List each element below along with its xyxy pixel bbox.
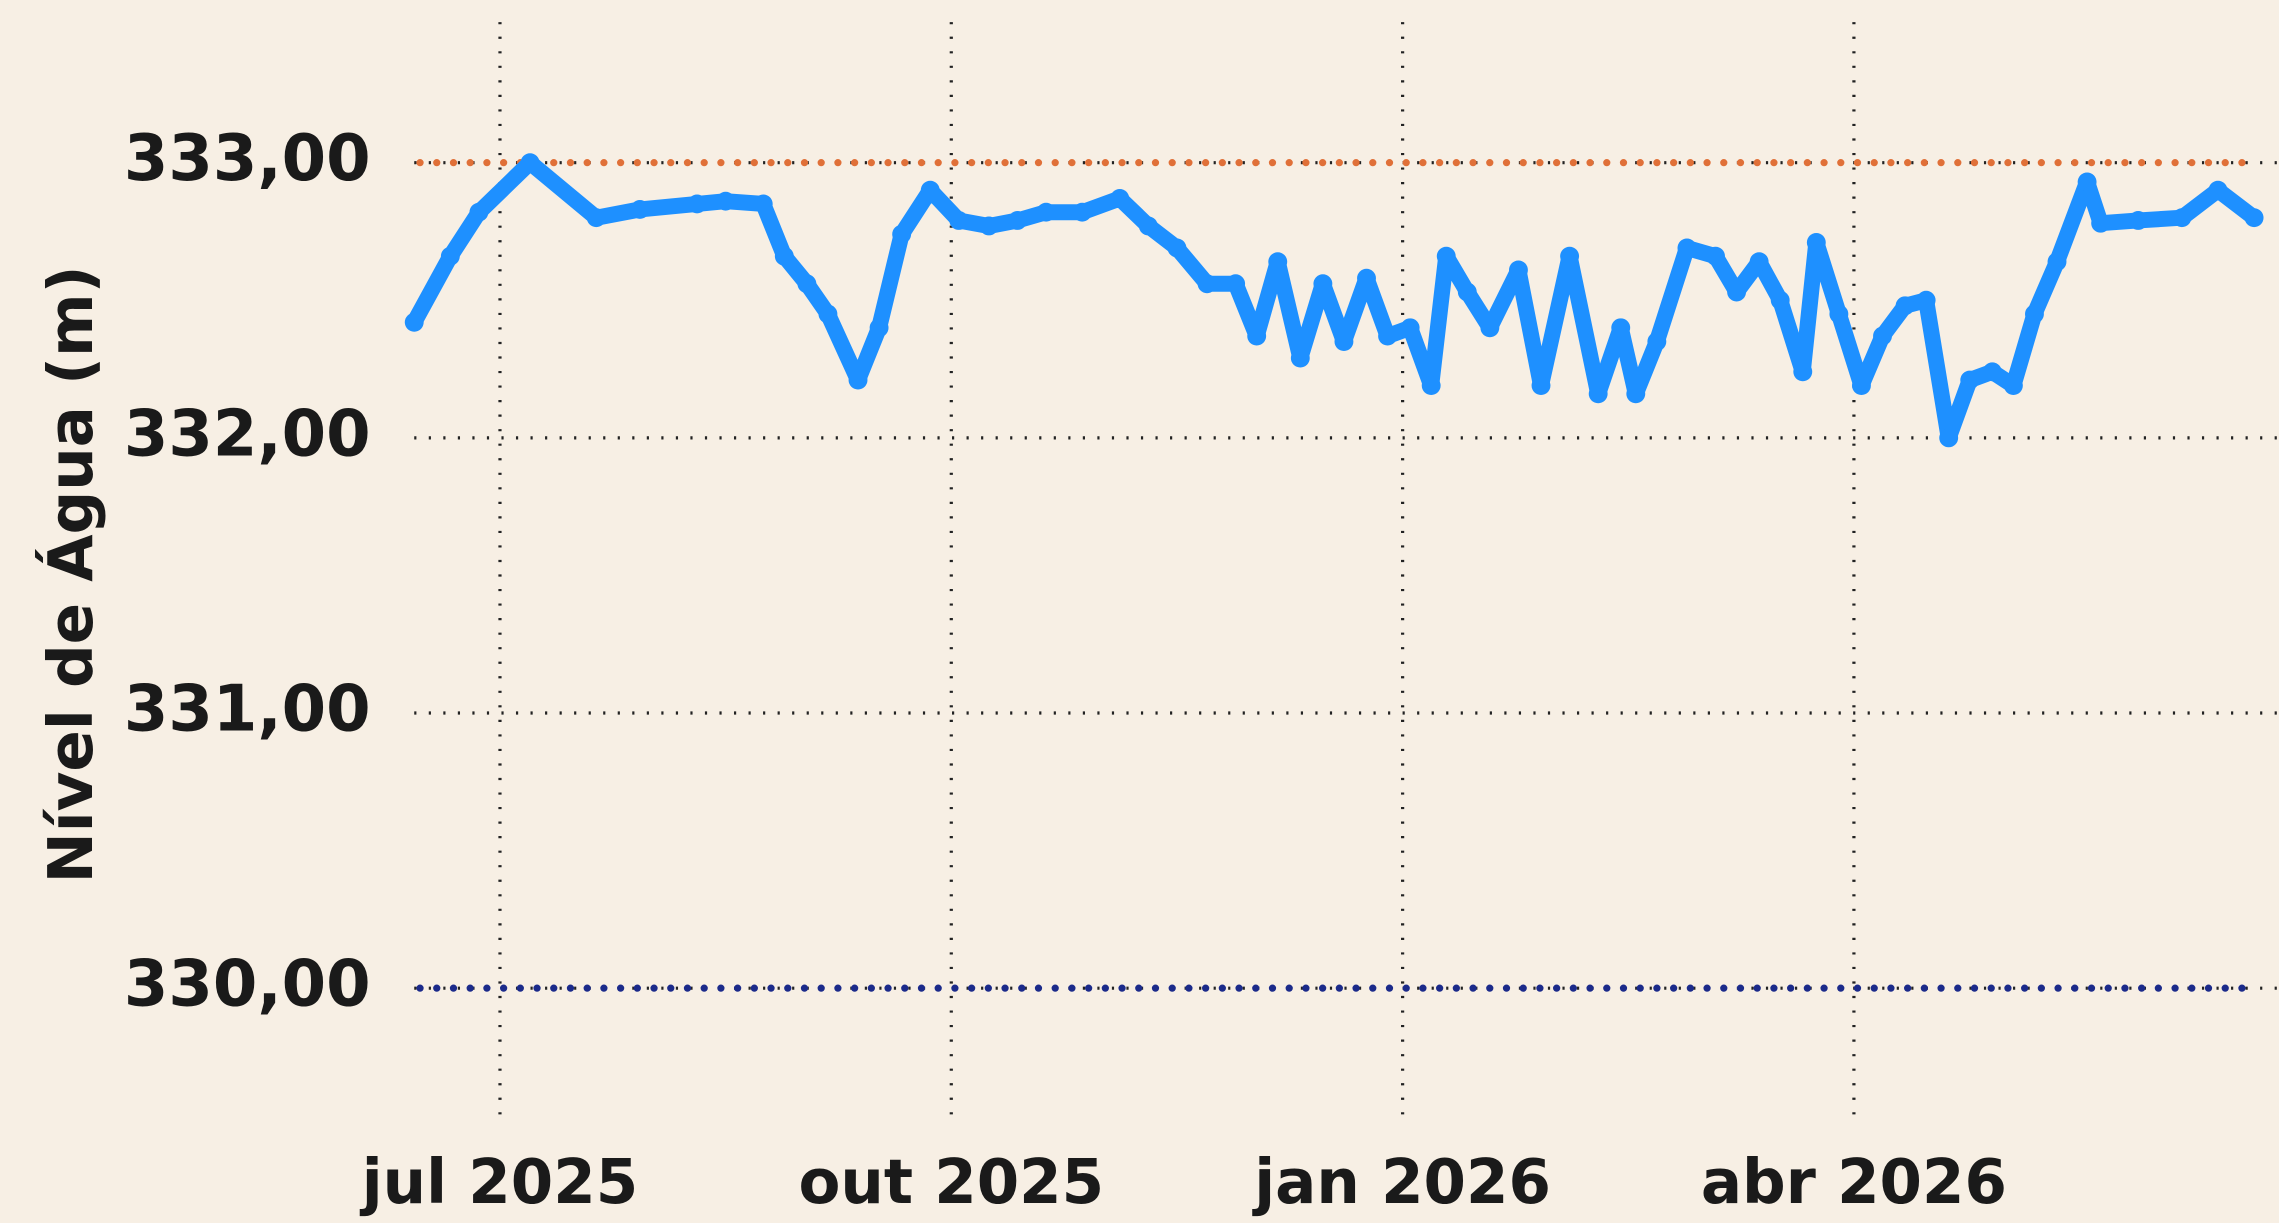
data-point xyxy=(753,194,773,214)
data-point xyxy=(1611,318,1631,338)
data-point xyxy=(1400,318,1420,338)
data-point xyxy=(1793,362,1813,382)
data-point xyxy=(1480,318,1500,338)
y-tick-label: 330,00 xyxy=(124,948,371,1022)
x-tick-label: abr 2026 xyxy=(1701,1147,2007,1218)
data-point xyxy=(440,246,460,266)
y-tick-label: 331,00 xyxy=(124,673,371,747)
data-point xyxy=(1939,428,1959,448)
data-point xyxy=(1916,290,1936,310)
data-point xyxy=(520,153,540,173)
data-point xyxy=(2128,211,2148,230)
y-tick-label: 332,00 xyxy=(124,397,371,471)
data-point xyxy=(1873,326,1892,346)
data-point xyxy=(774,246,794,266)
data-point xyxy=(2172,208,2192,228)
data-point xyxy=(869,318,889,338)
data-point xyxy=(1008,211,1027,230)
data-point xyxy=(1457,282,1477,302)
data-point xyxy=(1357,268,1376,288)
data-point xyxy=(1895,296,1915,316)
data-point xyxy=(1960,370,1980,390)
data-point xyxy=(1036,202,1056,222)
data-point xyxy=(2208,180,2228,200)
data-point xyxy=(1421,376,1441,396)
data-point xyxy=(1138,216,1158,236)
data-point xyxy=(2244,208,2264,228)
data-point xyxy=(2077,172,2097,192)
data-point xyxy=(1626,384,1646,404)
data-point xyxy=(1313,274,1333,294)
data-point xyxy=(1647,332,1667,351)
data-point xyxy=(1290,348,1310,368)
data-point xyxy=(1677,238,1697,258)
data-point xyxy=(1851,376,1871,396)
data-point xyxy=(1378,326,1398,346)
data-point xyxy=(1226,274,1246,294)
data-point xyxy=(1531,376,1551,396)
data-point xyxy=(1436,246,1456,266)
data-point xyxy=(469,202,489,222)
data-point xyxy=(1268,252,1288,272)
data-point xyxy=(920,180,940,200)
data-point xyxy=(586,208,606,228)
data-point xyxy=(2025,304,2044,324)
data-point xyxy=(1806,233,1826,252)
data-point xyxy=(1247,326,1267,346)
data-point xyxy=(1110,188,1130,208)
data-point xyxy=(1727,282,1747,302)
data-point xyxy=(1167,238,1187,258)
data-point xyxy=(1706,246,1725,266)
data-point xyxy=(716,191,736,211)
data-point xyxy=(1560,246,1580,266)
data-point xyxy=(2091,213,2111,233)
data-point xyxy=(797,274,817,294)
data-point xyxy=(630,200,650,219)
x-tick-label: jul 2025 xyxy=(359,1147,638,1218)
y-axis-label: Nível de Água (m) xyxy=(36,266,107,884)
data-point xyxy=(1072,202,1092,222)
data-point xyxy=(1197,274,1217,294)
data-point xyxy=(979,216,999,236)
x-tick-label: jan 2026 xyxy=(1251,1147,1551,1218)
data-point xyxy=(818,304,838,324)
data-point xyxy=(687,194,707,214)
data-point xyxy=(1982,362,2002,382)
data-point xyxy=(892,224,912,244)
data-point xyxy=(2003,376,2023,396)
data-point xyxy=(404,312,424,332)
data-point xyxy=(1588,384,1608,404)
data-point xyxy=(1749,252,1769,272)
data-point xyxy=(1508,260,1528,280)
data-point xyxy=(848,370,868,390)
x-tick-label: out 2025 xyxy=(798,1147,1104,1218)
data-point xyxy=(949,211,969,230)
data-point xyxy=(1334,332,1354,351)
data-point xyxy=(1770,290,1790,310)
data-point xyxy=(1829,304,1849,324)
data-point xyxy=(2047,252,2067,272)
y-tick-label: 333,00 xyxy=(124,122,371,196)
